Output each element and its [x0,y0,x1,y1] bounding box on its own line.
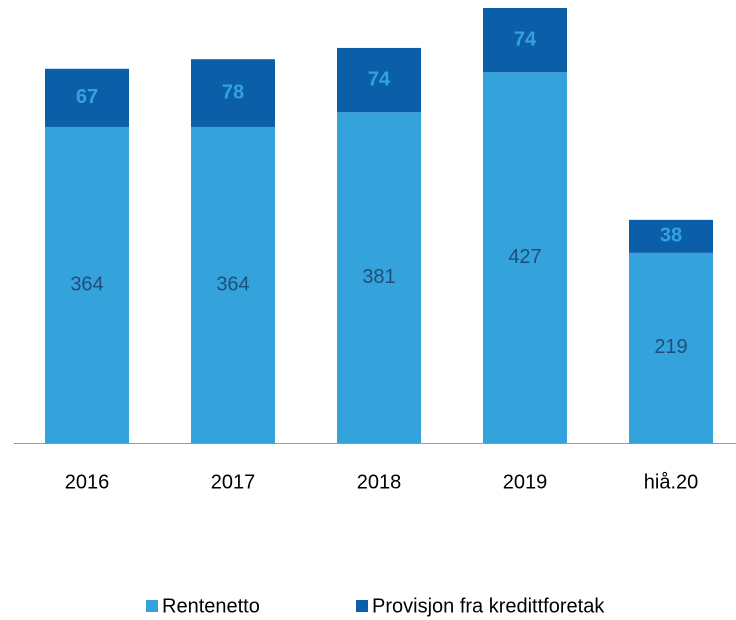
x-tick-label: 2019 [503,471,548,493]
bar-segment [45,68,129,127]
value-label: 427 [508,246,541,268]
legend-label: Rentenetto [162,595,260,617]
value-label: 74 [368,68,391,90]
value-label: 381 [362,266,395,288]
legend-swatch [356,600,368,612]
bar-segment [483,72,567,443]
bar-segment [45,126,129,444]
bar-segment [337,112,421,443]
value-label: 74 [514,28,537,50]
value-label: 67 [76,86,98,108]
bar-segment [337,47,421,113]
value-label: 219 [654,336,687,358]
value-label: 364 [70,273,103,295]
bar-segment [483,8,567,73]
x-tick-label: hiå.20 [644,471,699,493]
bar-segment [629,219,713,253]
bar-segment [191,126,275,444]
value-label: 78 [222,81,244,103]
x-tick-label: 2017 [211,471,256,493]
legend-label: Provisjon fra kredittforetak [372,595,605,617]
x-tick-label: 2018 [357,471,402,493]
value-label: 364 [216,273,249,295]
x-tick-label: 2016 [65,471,110,493]
bar-segment [191,59,275,127]
legend-swatch [146,600,158,612]
bar-segment [629,252,713,443]
value-label: 38 [660,225,682,247]
